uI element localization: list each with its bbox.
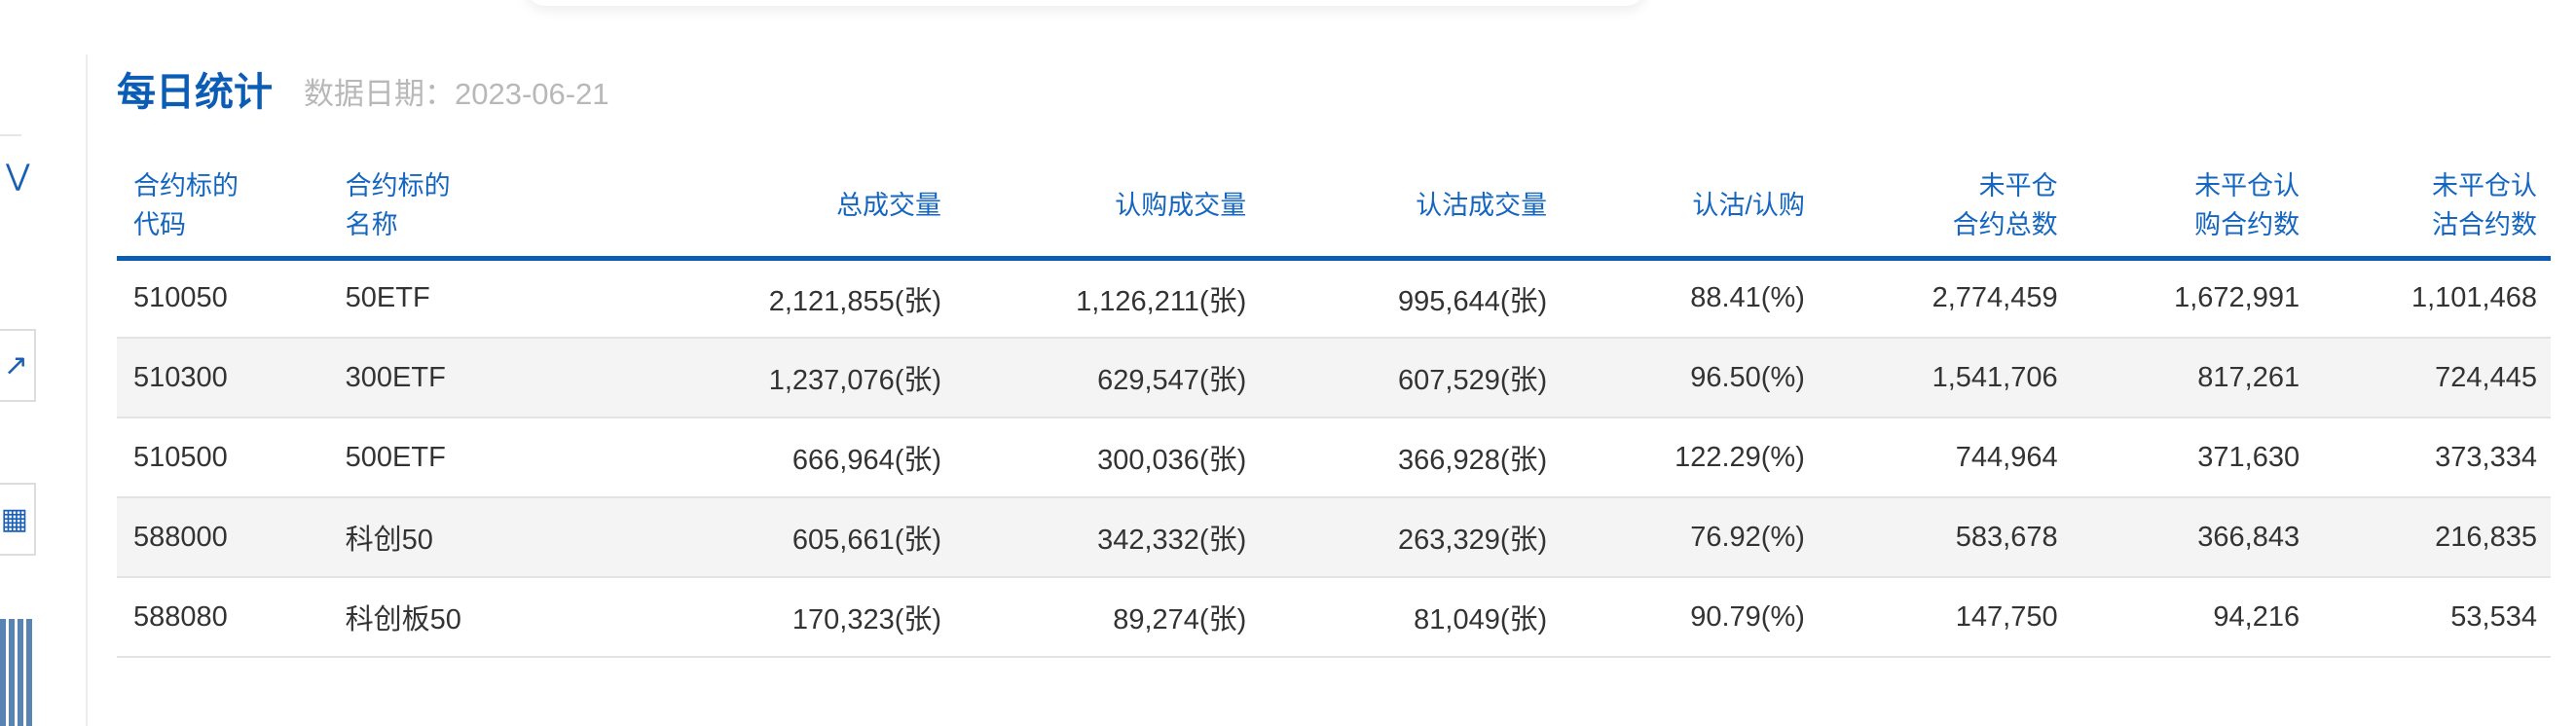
table-cell: 89,274(张) [955, 577, 1261, 658]
column-header: 未平仓 合约总数 [1818, 156, 2072, 261]
table-cell: 588000 [117, 497, 329, 578]
column-header: 认沽成交量 [1260, 156, 1562, 261]
table-cell: 147,750 [1818, 577, 2072, 658]
table-cell: 122.29(%) [1561, 417, 1819, 498]
content-divider [86, 54, 88, 726]
table-cell: 1,126,211(张) [955, 258, 1261, 339]
table-cell: 1,541,706 [1818, 338, 2072, 418]
table-cell: 724,445 [2313, 338, 2551, 418]
table-cell: 170,323(张) [545, 577, 956, 658]
data-date: 数据日期：2023-06-21 [304, 77, 609, 111]
table-cell: 76.92(%) [1561, 497, 1819, 578]
table-cell: 583,678 [1818, 497, 2072, 578]
daily-stats-table: 合约标的 代码 合约标的 名称 总成交量 认购成交量 认沽成交量 认沽/认购 未平仓 合约总数 未平… [117, 156, 2551, 658]
column-header: 认购成交量 [955, 156, 1261, 261]
double-chevron-down-icon[interactable]: ⋁ [6, 160, 30, 192]
table-cell: 366,928(张) [1260, 417, 1562, 498]
table-cell: 1,237,076(张) [545, 338, 956, 418]
table-cell: 81,049(张) [1260, 577, 1562, 658]
table-cell: 90.79(%) [1561, 577, 1819, 658]
table-cell: 53,534 [2313, 577, 2551, 658]
table-cell: 607,529(张) [1260, 338, 1562, 418]
column-header: 认沽/认购 [1561, 156, 1819, 261]
column-header: 未平仓认 沽合约数 [2313, 156, 2551, 261]
page-title: 每日统计 [117, 71, 273, 114]
table-row: 588000 科创50 605,661(张) 342,332(张) 263,329(张)… [117, 497, 2551, 578]
table-cell: 373,334 [2313, 417, 2551, 498]
table-cell: 817,261 [2071, 338, 2314, 418]
sidebar-edit-button[interactable]: ↗ [0, 329, 36, 402]
table-cell: 995,644(张) [1260, 258, 1562, 339]
edit-icon: ↗ [3, 349, 28, 381]
table-cell: 510500 [117, 417, 329, 498]
sidebar-divider [0, 134, 21, 136]
calendar-icon: ▦ [0, 503, 28, 535]
top-popup-edge [526, 0, 1645, 6]
qr-code-icon [0, 619, 33, 726]
table-row: 588080 科创板50 170,323(张) 89,274(张) 81,049(张) 9… [117, 577, 2551, 658]
table-cell: 629,547(张) [955, 338, 1261, 418]
table-cell: 510300 [117, 338, 329, 418]
table-cell: 605,661(张) [545, 497, 956, 578]
table-cell: 科创板50 [328, 577, 546, 658]
table-cell: 510050 [117, 258, 329, 339]
table-cell: 2,121,855(张) [545, 258, 956, 339]
table-row: 510050 50ETF 2,121,855(张) 1,126,211(张) 995,6… [117, 258, 2551, 339]
table-cell: 500ETF [328, 417, 546, 498]
table-cell: 366,843 [2071, 497, 2314, 578]
column-header: 合约标的 名称 [328, 156, 546, 261]
sidebar-calendar-button[interactable]: ▦ [0, 483, 36, 556]
table-cell: 科创50 [328, 497, 546, 578]
table-cell: 216,835 [2313, 497, 2551, 578]
table-cell: 588080 [117, 577, 329, 658]
table-cell: 371,630 [2071, 417, 2314, 498]
table-cell: 2,774,459 [1818, 258, 2072, 339]
table-cell: 342,332(张) [955, 497, 1261, 578]
table-cell: 300,036(张) [955, 417, 1261, 498]
table-row: 510500 500ETF 666,964(张) 300,036(张) 366,928(… [117, 417, 2551, 498]
column-header: 总成交量 [545, 156, 956, 261]
column-header: 合约标的 代码 [117, 156, 329, 261]
table-cell: 94,216 [2071, 577, 2314, 658]
table-cell: 744,964 [1818, 417, 2072, 498]
column-header: 未平仓认 购合约数 [2071, 156, 2314, 261]
table-cell: 300ETF [328, 338, 546, 418]
table-cell: 50ETF [328, 258, 546, 339]
table-cell: 1,672,991 [2071, 258, 2314, 339]
table-cell: 1,101,468 [2313, 258, 2551, 339]
table-row: 510300 300ETF 1,237,076(张) 629,547(张) 607,52… [117, 338, 2551, 418]
table-cell: 263,329(张) [1260, 497, 1562, 578]
table-cell: 666,964(张) [545, 417, 956, 498]
table-cell: 96.50(%) [1561, 338, 1819, 418]
table-cell: 88.41(%) [1561, 258, 1819, 339]
